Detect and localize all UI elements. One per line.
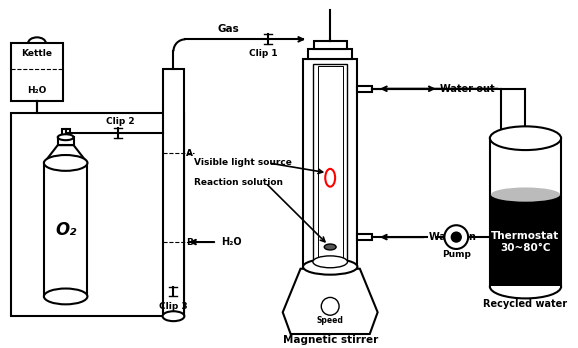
Bar: [313, 64, 347, 262]
Circle shape: [321, 298, 339, 315]
Ellipse shape: [313, 256, 347, 268]
Circle shape: [444, 225, 468, 249]
Ellipse shape: [324, 244, 336, 250]
Text: Pump: Pump: [442, 251, 470, 259]
Bar: [318, 66, 343, 259]
Bar: [303, 59, 357, 267]
Text: Thermostat: Thermostat: [491, 231, 560, 240]
Text: Water in: Water in: [428, 232, 476, 242]
Ellipse shape: [44, 155, 87, 171]
Text: H₂O: H₂O: [221, 237, 242, 247]
Bar: [12, 113, 184, 316]
Ellipse shape: [490, 275, 561, 298]
Text: Water out: Water out: [440, 84, 495, 94]
Bar: [12, 43, 62, 101]
Ellipse shape: [490, 126, 561, 150]
Text: B: B: [186, 238, 193, 246]
Text: Clip 2: Clip 2: [106, 117, 134, 126]
Bar: [357, 234, 372, 240]
Bar: [308, 49, 353, 59]
Circle shape: [451, 232, 461, 242]
Text: Clip 3: Clip 3: [159, 302, 188, 311]
Bar: [357, 86, 372, 92]
Text: A: A: [186, 149, 193, 158]
Bar: [62, 129, 69, 137]
Ellipse shape: [58, 134, 73, 140]
Bar: [491, 193, 560, 286]
Text: Magnetic stirrer: Magnetic stirrer: [283, 335, 378, 345]
Bar: [314, 41, 346, 49]
Polygon shape: [283, 269, 377, 334]
Text: Recycled water: Recycled water: [483, 299, 568, 309]
Ellipse shape: [44, 288, 87, 304]
Ellipse shape: [303, 259, 357, 275]
Bar: [44, 163, 87, 296]
Bar: [58, 137, 73, 145]
Text: O₂: O₂: [55, 221, 76, 239]
Text: Reaction solution: Reaction solution: [194, 178, 283, 187]
Text: Clip 1: Clip 1: [249, 49, 278, 58]
Bar: [162, 69, 184, 316]
Text: 30~80°C: 30~80°C: [500, 244, 551, 253]
Text: Gas: Gas: [218, 24, 240, 34]
Polygon shape: [44, 145, 87, 163]
Text: Kettle: Kettle: [21, 49, 53, 58]
Bar: [490, 138, 561, 286]
Text: Visible light source: Visible light source: [194, 158, 292, 167]
Ellipse shape: [162, 311, 184, 321]
Ellipse shape: [491, 188, 560, 202]
Text: Speed: Speed: [317, 316, 344, 325]
Text: H₂O: H₂O: [27, 86, 47, 95]
